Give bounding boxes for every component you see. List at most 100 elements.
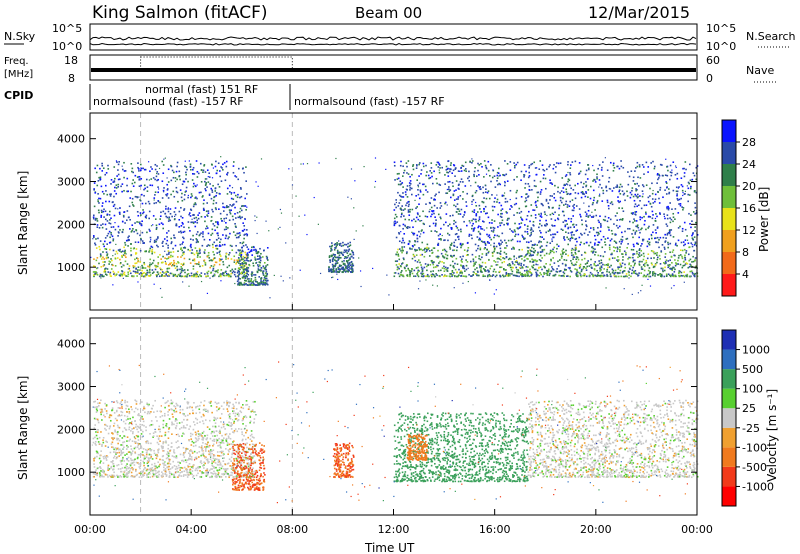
power-echo-cell (655, 213, 657, 215)
power-echo-cell (206, 186, 208, 188)
power-echo-cell (460, 167, 462, 169)
power-echo-cell (582, 267, 585, 270)
power-noise-cell (254, 219, 256, 222)
power-echo-cell (563, 268, 566, 271)
power-echo-cell (560, 196, 562, 199)
power-echo-cell (203, 259, 206, 262)
power-noise-cell (125, 253, 127, 255)
power-echo-cell (412, 165, 414, 167)
power-echo-cell (205, 210, 208, 213)
power-echo-cell (538, 168, 541, 170)
power-echo-cell (349, 268, 351, 270)
power-echo-cell (216, 222, 219, 225)
power-echo-cell (550, 270, 552, 273)
power-echo-cell (473, 228, 475, 231)
power-echo-cell (680, 274, 683, 277)
power-echo-cell (180, 196, 183, 199)
power-echo-cell (139, 234, 141, 237)
power-echo-cell (545, 198, 548, 201)
power-echo-cell (162, 255, 164, 258)
velocity-echo-cell (211, 468, 213, 470)
power-echo-cell (260, 252, 262, 255)
power-echo-cell (402, 239, 404, 242)
power-echo-cell (432, 247, 435, 249)
power-echo-cell (132, 265, 135, 267)
power-echo-cell (472, 199, 475, 201)
power-echo-cell (345, 260, 348, 262)
power-echo-cell (458, 274, 460, 277)
power-echo-cell (527, 183, 530, 185)
power-noise-cell (592, 164, 594, 167)
power-echo-cell (351, 251, 354, 253)
power-echo-cell (569, 239, 571, 242)
power-echo-cell (262, 265, 265, 268)
power-echo-cell (560, 190, 563, 192)
power-echo-cell (393, 272, 396, 274)
power-echo-cell (172, 190, 175, 193)
power-echo-cell (122, 215, 125, 218)
power-echo-cell (648, 215, 650, 218)
power-noise-cell (693, 275, 695, 277)
power-echo-cell (251, 271, 253, 273)
power-echo-cell (422, 272, 425, 275)
power-echo-cell (496, 264, 499, 266)
power-echo-cell (600, 238, 603, 241)
power-echo-cell (528, 166, 530, 169)
power-echo-cell (188, 226, 190, 229)
power-echo-cell (597, 264, 599, 266)
power-echo-cell (555, 166, 557, 168)
power-echo-cell (503, 223, 505, 226)
power-noise-cell (285, 242, 287, 244)
power-echo-cell (587, 189, 590, 191)
power-echo-cell (488, 250, 490, 253)
power-echo-cell (255, 250, 257, 253)
power-echo-cell (198, 274, 201, 276)
power-echo-cell (535, 260, 538, 263)
power-echo-cell (571, 263, 574, 266)
power-echo-cell (200, 272, 203, 274)
velocity-echo-cell (163, 466, 165, 469)
power-echo-cell (345, 265, 347, 268)
power-echo-cell (541, 268, 543, 271)
power-echo-cell (585, 241, 588, 244)
power-echo-cell (681, 227, 684, 230)
power-echo-cell (242, 255, 245, 258)
power-echo-cell (241, 264, 244, 267)
power-echo-cell (472, 274, 474, 276)
power-echo-cell (454, 268, 457, 271)
power-echo-cell (97, 193, 99, 195)
power-echo-cell (478, 186, 481, 189)
power-echo-cell (570, 236, 573, 239)
power-echo-cell (337, 266, 339, 269)
power-echo-cell (109, 193, 111, 196)
power-echo-cell (502, 268, 505, 270)
power-echo-cell (214, 207, 217, 209)
power-echo-cell (551, 224, 553, 227)
power-echo-cell (622, 275, 625, 278)
power-echo-cell (150, 263, 153, 266)
power-echo-cell (451, 172, 454, 174)
power-echo-cell (246, 278, 249, 280)
power-echo-cell (460, 230, 462, 233)
power-echo-cell (225, 217, 228, 220)
power-echo-cell (435, 219, 437, 221)
power-echo-cell (552, 274, 555, 277)
power-echo-cell (435, 231, 438, 233)
power-echo-cell (237, 257, 240, 259)
power-echo-cell (423, 249, 426, 251)
power-echo-cell (177, 261, 179, 263)
power-echo-cell (593, 244, 596, 246)
power-echo-cell (500, 216, 503, 218)
power-noise-cell (187, 194, 189, 197)
power-noise-cell (618, 219, 621, 221)
power-echo-cell (328, 266, 330, 268)
power-echo-cell (625, 252, 627, 254)
power-echo-cell (511, 261, 514, 263)
power-echo-cell (444, 201, 447, 204)
power-echo-cell (128, 267, 131, 270)
power-echo-cell (122, 254, 125, 256)
power-echo-cell (115, 250, 118, 253)
power-echo-cell (539, 160, 542, 162)
power-echo-cell (454, 168, 457, 171)
